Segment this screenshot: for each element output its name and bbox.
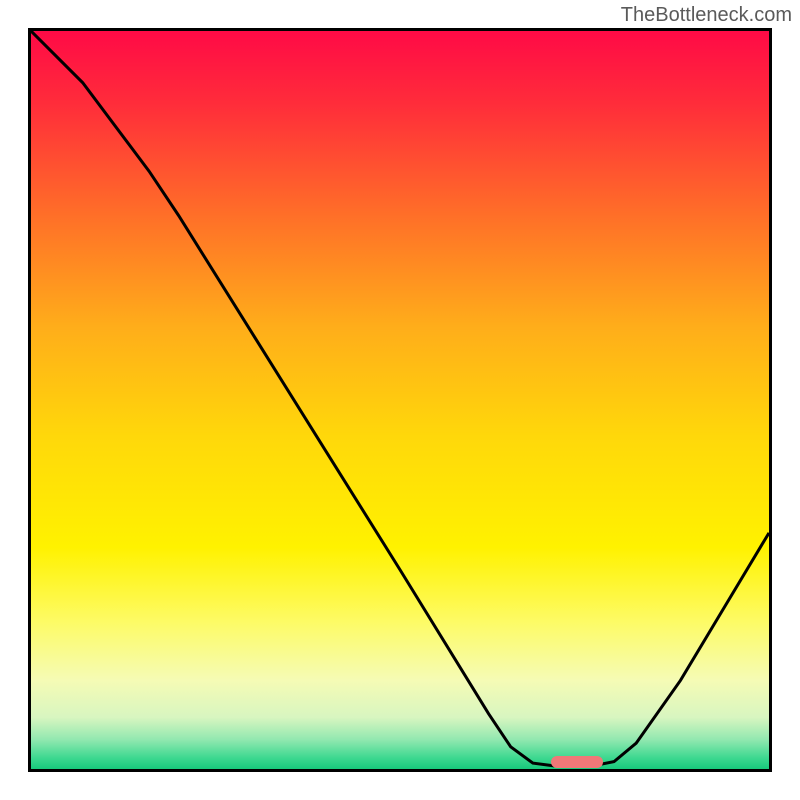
optimal-point-marker xyxy=(551,756,603,768)
watermark-text: TheBottleneck.com xyxy=(621,4,792,27)
bottleneck-curve xyxy=(31,31,769,769)
bottleneck-chart xyxy=(28,28,772,772)
